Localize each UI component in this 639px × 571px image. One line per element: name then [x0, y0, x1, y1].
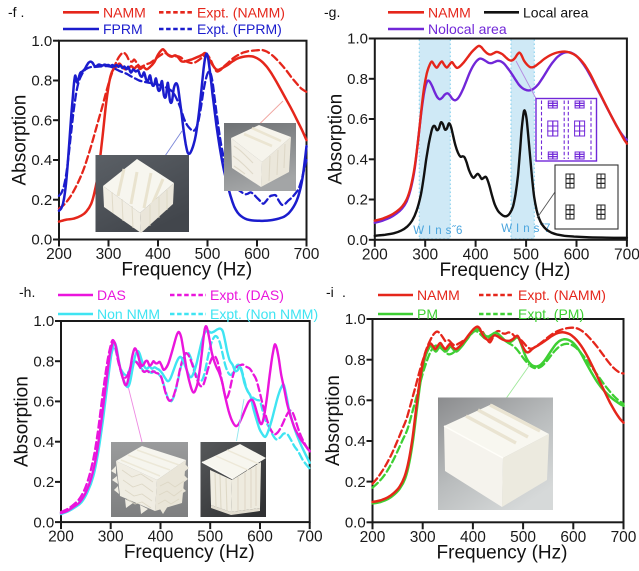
svg-text:DAS: DAS — [97, 287, 126, 303]
svg-text:200: 200 — [362, 246, 388, 263]
svg-text:400: 400 — [463, 246, 489, 263]
svg-text:0.4: 0.4 — [33, 434, 54, 451]
svg-text:700: 700 — [294, 246, 320, 263]
svg-text:Expt. (Non NMM): Expt. (Non NMM) — [210, 306, 318, 322]
svg-text:1.0: 1.0 — [345, 311, 366, 328]
svg-text:500: 500 — [513, 246, 539, 263]
svg-text:0.4: 0.4 — [347, 152, 368, 169]
svg-text:0.6: 0.6 — [345, 393, 366, 410]
svg-text:Absorption: Absorption — [323, 375, 344, 466]
svg-text:1.0: 1.0 — [31, 33, 52, 50]
svg-text:NAMM: NAMM — [103, 5, 146, 21]
svg-text:Expt. (NAMM): Expt. (NAMM) — [197, 5, 285, 21]
svg-text:0.0: 0.0 — [347, 232, 368, 249]
svg-text:400: 400 — [145, 246, 171, 263]
svg-text:500: 500 — [195, 246, 221, 263]
svg-text:Local area: Local area — [523, 5, 589, 21]
svg-text:300: 300 — [410, 529, 436, 546]
svg-text:0.2: 0.2 — [31, 192, 52, 209]
svg-text:0.2: 0.2 — [33, 474, 54, 491]
svg-text:Nolocal area: Nolocal area — [428, 21, 507, 37]
svg-text:Expt. (PM): Expt. (PM) — [518, 306, 584, 322]
svg-text:400: 400 — [148, 529, 174, 546]
svg-text:0.6: 0.6 — [31, 112, 52, 129]
svg-text:Frequency (Hz): Frequency (Hz) — [439, 260, 570, 281]
svg-text:0.4: 0.4 — [31, 152, 52, 169]
svg-text:400: 400 — [460, 529, 486, 546]
svg-text:Expt. (FPRM): Expt. (FPRM) — [197, 21, 282, 37]
svg-text:NAMM: NAMM — [417, 287, 460, 303]
svg-text:0.0: 0.0 — [345, 515, 366, 532]
svg-text:-h.: -h. — [19, 284, 35, 300]
svg-text:0.0: 0.0 — [31, 232, 52, 249]
svg-text:0.8: 0.8 — [31, 73, 52, 90]
svg-text:700: 700 — [614, 246, 639, 263]
svg-text:0.0: 0.0 — [33, 514, 54, 531]
svg-text:300: 300 — [96, 246, 122, 263]
svg-text:700: 700 — [297, 529, 323, 546]
svg-text:Frequency (Hz): Frequency (Hz) — [437, 542, 568, 563]
svg-text:Frequency (Hz): Frequency (Hz) — [124, 542, 255, 563]
svg-text:600: 600 — [564, 246, 590, 263]
svg-text:W I n s˝6: W I n s˝6 — [413, 225, 463, 237]
svg-text:200: 200 — [48, 529, 74, 546]
svg-text:-f .: -f . — [8, 4, 24, 20]
svg-text:500: 500 — [510, 529, 536, 546]
svg-text:NAMM: NAMM — [428, 5, 471, 21]
svg-text:Absorption: Absorption — [325, 94, 346, 185]
svg-text:0.2: 0.2 — [347, 192, 368, 209]
svg-text:0.6: 0.6 — [33, 394, 54, 411]
svg-text:0.8: 0.8 — [347, 71, 368, 88]
svg-text:0.6: 0.6 — [347, 111, 368, 128]
svg-text:1.0: 1.0 — [347, 31, 368, 48]
svg-text:-i: -i — [326, 284, 334, 300]
svg-text:300: 300 — [412, 246, 438, 263]
svg-text:PM: PM — [417, 306, 438, 322]
svg-text:W I n s˝7: W I n s˝7 — [501, 223, 551, 235]
svg-text:500: 500 — [197, 529, 223, 546]
svg-text:600: 600 — [560, 529, 586, 546]
svg-text:Absorption: Absorption — [10, 95, 31, 186]
svg-text:0.8: 0.8 — [33, 353, 54, 370]
svg-text:.: . — [342, 284, 346, 300]
svg-text:200: 200 — [360, 529, 386, 546]
svg-text:Expt. (NAMM): Expt. (NAMM) — [518, 287, 606, 303]
svg-text:Non NMM: Non NMM — [97, 306, 160, 322]
svg-text:1.0: 1.0 — [33, 313, 54, 330]
svg-text:FPRM: FPRM — [103, 21, 143, 37]
svg-text:0.4: 0.4 — [345, 433, 366, 450]
svg-text:Absorption: Absorption — [12, 376, 33, 467]
svg-text:600: 600 — [247, 529, 273, 546]
svg-text:0.2: 0.2 — [345, 474, 366, 491]
svg-text:300: 300 — [98, 529, 124, 546]
svg-text:Expt. (DAS): Expt. (DAS) — [210, 287, 284, 303]
svg-text:700: 700 — [611, 529, 637, 546]
svg-text:200: 200 — [46, 246, 72, 263]
svg-text:Frequency (Hz): Frequency (Hz) — [121, 260, 252, 281]
svg-text:0.8: 0.8 — [345, 352, 366, 369]
svg-text:600: 600 — [244, 246, 270, 263]
svg-text:-g.: -g. — [324, 4, 340, 20]
